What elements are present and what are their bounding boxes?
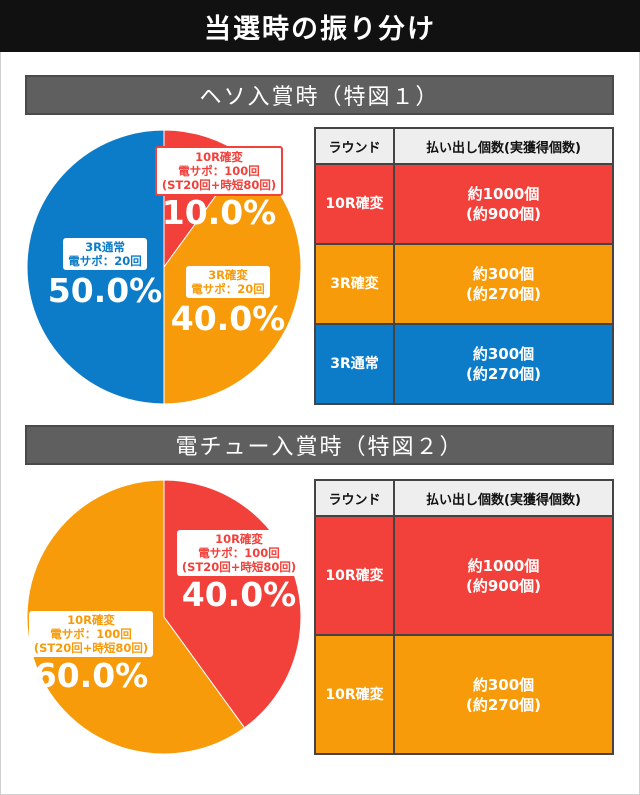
pie1-label-10r-kakuhen: 10R確変 電サポ：100回 (ST20回+時短80回) 10.0% <box>152 146 286 232</box>
payout-table-denchu: ラウンド 払い出し個数(実獲得個数) 10R確変 約1000個 (約900個) … <box>314 479 614 755</box>
pie2-label-10r-kakuhen-a: 10R確変 電サポ：100回 (ST20回+時短80回) 40.0% <box>172 530 306 614</box>
pie1-pct-3rt: 50.0% <box>47 271 163 310</box>
payout-actual: (約270個) <box>465 695 542 714</box>
pie1-label-10r-sub2: (ST20回+時短80回) <box>161 178 277 192</box>
pie2-label-b-sub2: (ST20回+時短80回) <box>33 641 149 655</box>
pie2-pct-a: 40.0% <box>181 575 297 614</box>
pie2-label-a-sub2: (ST20回+時短80回) <box>181 560 297 574</box>
pie2-label-a-name: 10R確変 <box>215 532 263 546</box>
payout-value: 約300個 <box>472 265 535 283</box>
pie1-label-10r-name: 10R確変 <box>195 150 243 164</box>
section-heading-heso: ヘソ入賞時（特図１） <box>25 75 614 115</box>
pie2-pct-b: 60.0% <box>33 656 149 695</box>
pie1-label-3r-tsujo: 3R通常 電サポ：20回 50.0% <box>40 238 170 310</box>
pie2-label-10r-kakuhen-b: 10R確変 電サポ：100回 (ST20回+時短80回) 60.0% <box>24 611 158 695</box>
payout-value: 約300個 <box>472 345 535 363</box>
payout-cell: 約300個 (約270個) <box>393 243 614 325</box>
pie2-label-b-name: 10R確変 <box>67 613 115 627</box>
payout-actual: (約900個) <box>465 205 542 223</box>
round-cell: 10R確変 <box>314 634 395 755</box>
payout-table-heso: ラウンド 払い出し個数(実獲得個数) 10R確変 約1000個 (約900個) … <box>314 127 614 405</box>
payout-cell: 約300個 (約270個) <box>393 323 614 405</box>
page-title: 当選時の振り分け <box>0 0 640 52</box>
table-row: 3R通常 約300個 (約270個) <box>314 323 614 405</box>
payout-actual: (約270個) <box>465 285 542 303</box>
pie1-pct-10r: 10.0% <box>161 193 277 232</box>
payout-value: 約1000個 <box>467 185 540 203</box>
table-row: 10R確変 約300個 (約270個) <box>314 634 614 755</box>
pie1-label-3rt-sub1: 電サポ：20回 <box>68 254 142 268</box>
table-header-row: ラウンド 払い出し個数(実獲得個数) <box>314 127 614 165</box>
pie1-label-10r-sub1: 電サポ：100回 <box>178 164 260 178</box>
payout-cell: 約300個 (約270個) <box>393 634 614 755</box>
pie1-pct-3rk: 40.0% <box>170 299 286 338</box>
pie2-label-a-sub1: 電サポ：100回 <box>198 546 280 560</box>
round-cell: 10R確変 <box>314 515 395 636</box>
pie1-label-3rk-name: 3R確変 <box>208 268 248 282</box>
round-cell: 3R通常 <box>314 323 395 405</box>
table-row: 10R確変 約1000個 (約900個) <box>314 163 614 245</box>
col-header-round: ラウンド <box>314 127 395 165</box>
section-heading-denchu: 電チュー入賞時（特図２） <box>25 425 614 465</box>
col-header-payout: 払い出し個数(実獲得個数) <box>393 127 614 165</box>
pie2-label-b-sub1: 電サポ：100回 <box>50 627 132 641</box>
round-cell: 3R確変 <box>314 243 395 325</box>
payout-value: 約1000個 <box>467 556 540 575</box>
pie1-label-3r-kakuhen: 3R確変 電サポ：20回 40.0% <box>168 266 288 338</box>
round-cell: 10R確変 <box>314 163 395 245</box>
payout-cell: 約1000個 (約900個) <box>393 163 614 245</box>
payout-actual: (約270個) <box>465 365 542 383</box>
payout-actual: (約900個) <box>465 576 542 595</box>
table-row: 10R確変 約1000個 (約900個) <box>314 515 614 636</box>
pie1-label-3rk-sub1: 電サポ：20回 <box>191 282 265 296</box>
payout-cell: 約1000個 (約900個) <box>393 515 614 636</box>
col-header-round: ラウンド <box>314 479 395 517</box>
col-header-payout: 払い出し個数(実獲得個数) <box>393 479 614 517</box>
payout-value: 約300個 <box>472 675 535 694</box>
pie1-label-3rt-name: 3R通常 <box>85 240 125 254</box>
table-row: 3R確変 約300個 (約270個) <box>314 243 614 325</box>
table-header-row: ラウンド 払い出し個数(実獲得個数) <box>314 479 614 517</box>
